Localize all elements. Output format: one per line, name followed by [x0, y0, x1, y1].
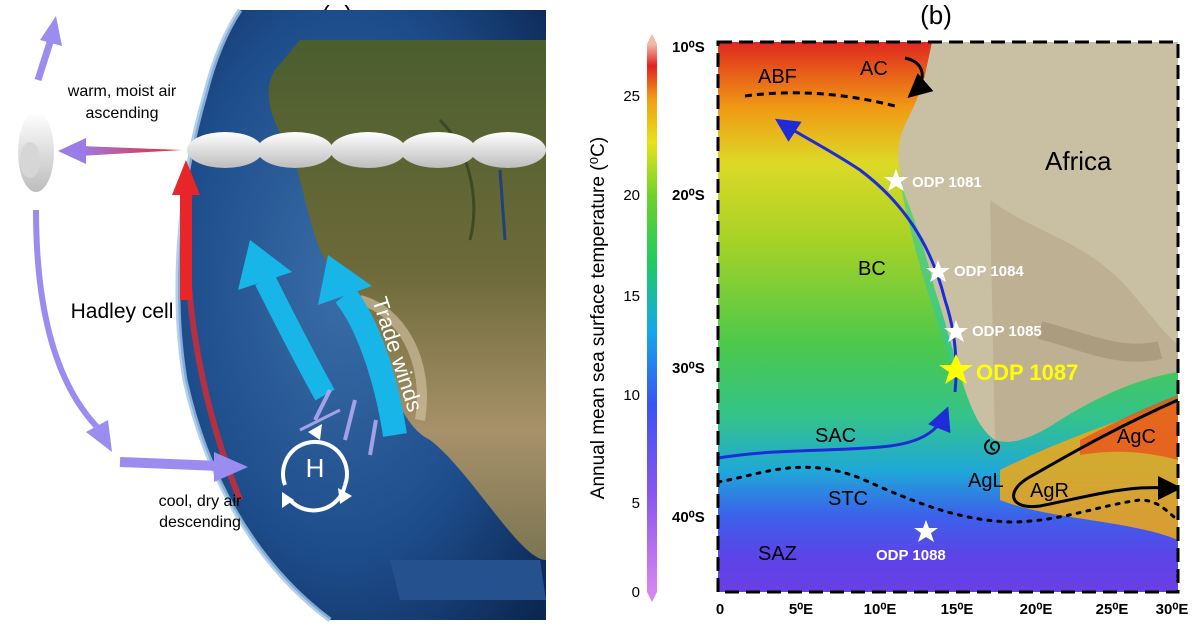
outflow-arrow	[58, 138, 182, 164]
cool-air-label-line1: cool, dry air	[159, 493, 242, 510]
bc-current-arrow	[774, 118, 958, 393]
colorbar-tick: 0	[632, 584, 640, 601]
abf-front-line	[744, 91, 896, 108]
africa-label: Africa	[1045, 146, 1112, 176]
agr-label: AgR	[1030, 480, 1069, 502]
saz-label: SAZ	[758, 543, 797, 565]
site-odp1081: ODP 1081	[884, 169, 982, 191]
cloud-band	[187, 132, 546, 168]
site-odp1087: ODP 1087	[939, 354, 1078, 385]
africa-landmass	[268, 40, 546, 560]
agr-current-arrow	[1012, 398, 1178, 509]
sac-current-arrow	[718, 406, 951, 460]
lon-tick: 5⁰E	[789, 601, 813, 618]
trade-winds-arrows	[238, 240, 407, 437]
panel-a: (a)	[18, 0, 546, 622]
lon-tick: 15⁰E	[941, 601, 974, 618]
high-pressure-label: H	[306, 453, 325, 483]
agc-label: AgC	[1117, 426, 1156, 448]
agl-label: AgL	[968, 470, 1004, 492]
lat-tick: 40⁰S	[672, 509, 705, 526]
sac-label: SAC	[815, 425, 856, 447]
site-odp1085: ODP 1085	[944, 320, 1042, 342]
odp1088-label: ODP 1088	[876, 547, 946, 564]
lat-tick: 10⁰S	[672, 39, 705, 56]
panel-b: (b) Annual mean sea surface temperature …	[588, 0, 1188, 618]
hadley-cell-arrow	[33, 209, 248, 482]
colorbar-tick: 10	[623, 387, 640, 404]
lat-tick: 30⁰S	[672, 360, 705, 377]
colorbar-tick: 5	[632, 495, 640, 512]
lon-tick: 20⁰E	[1020, 601, 1053, 618]
site-odp1084: ODP 1084	[926, 260, 1024, 282]
lon-tick: 30⁰E	[1156, 601, 1189, 618]
latitude-ticks: 10⁰S 20⁰S 30⁰S 40⁰S	[672, 39, 705, 526]
lon-tick: 0	[716, 601, 724, 618]
stc-front-line	[718, 465, 1178, 524]
odp1084-label: ODP 1084	[954, 263, 1024, 280]
lon-tick: 10⁰E	[864, 601, 897, 618]
abf-label: ABF	[758, 66, 797, 88]
colorbar-tick: 25	[623, 88, 640, 105]
tall-cloud	[18, 112, 54, 192]
colorbar-title: Annual mean sea surface temperature (⁰C)	[588, 137, 609, 499]
odp1085-label: ODP 1085	[972, 323, 1042, 340]
colorbar-tick: 20	[623, 187, 640, 204]
site-odp1088: ODP 1088	[876, 520, 946, 564]
longitude-ticks: 0 5⁰E 10⁰E 15⁰E 20⁰E 25⁰E 30⁰E	[716, 601, 1189, 618]
colorbar-ticks: 0 5 10 15 20 25	[623, 88, 640, 601]
colorbar-tick: 15	[623, 288, 640, 305]
colorbar	[647, 34, 657, 602]
ascending-arrow	[172, 160, 200, 300]
odp1081-label: ODP 1081	[912, 174, 982, 191]
warm-air-label-line1: warm, moist air	[67, 83, 177, 100]
odp1087-label: ODP 1087	[976, 360, 1078, 385]
ascending-top-arrow	[34, 16, 62, 82]
lon-tick: 25⁰E	[1096, 601, 1129, 618]
cool-air-label-line2: descending	[159, 514, 241, 531]
small-updraft-arrows	[299, 389, 378, 456]
high-pressure-symbol	[281, 424, 352, 513]
map-frame	[716, 40, 1180, 594]
ac-current-arrow	[904, 56, 934, 98]
warm-air-label-line2: ascending	[86, 105, 159, 122]
sst-map	[718, 42, 1178, 592]
lat-tick: 20⁰S	[672, 187, 705, 204]
ac-label: AC	[860, 58, 888, 80]
panel-b-label: (b)	[920, 0, 952, 30]
bc-label: BC	[858, 258, 886, 280]
stc-label: STC	[828, 488, 868, 510]
hadley-cell-label: Hadley cell	[71, 300, 174, 323]
agl-eddy	[984, 439, 1001, 455]
